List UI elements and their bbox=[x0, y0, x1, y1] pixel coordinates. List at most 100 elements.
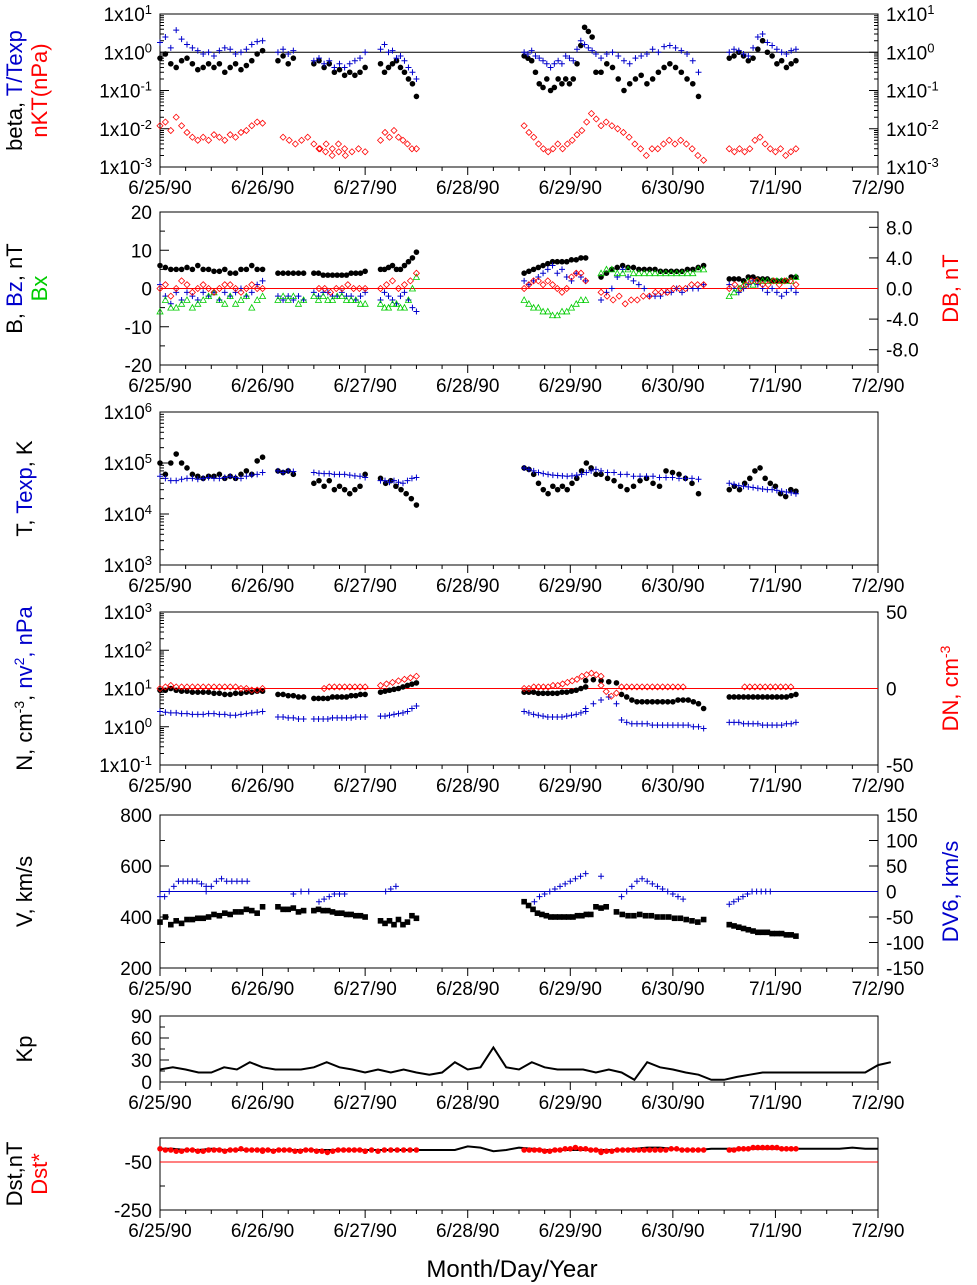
data-point bbox=[397, 52, 404, 59]
data-point bbox=[788, 486, 794, 493]
data-point bbox=[638, 72, 644, 79]
data-point bbox=[311, 695, 317, 702]
x-tick-label: 6/26/90 bbox=[231, 576, 294, 597]
data-point bbox=[178, 36, 185, 43]
data-point bbox=[400, 281, 409, 289]
data-point bbox=[744, 277, 752, 284]
data-point bbox=[292, 1148, 298, 1154]
right-axis-label: DV6, km/s bbox=[938, 841, 963, 942]
data-point bbox=[656, 474, 663, 481]
data-point bbox=[540, 486, 547, 493]
y-tick-label: 1x10-1 bbox=[99, 753, 152, 778]
data-point bbox=[545, 471, 552, 478]
data-point bbox=[248, 686, 256, 694]
data-point bbox=[221, 266, 228, 273]
data-point bbox=[194, 47, 201, 54]
x-tick-label: 6/30/90 bbox=[641, 979, 704, 1000]
data-point bbox=[629, 269, 638, 277]
data-point bbox=[651, 269, 659, 277]
data-point bbox=[570, 57, 577, 64]
data-point bbox=[755, 694, 761, 700]
data-point bbox=[602, 118, 610, 126]
data-point bbox=[326, 477, 333, 484]
data-point bbox=[275, 270, 281, 277]
data-point bbox=[759, 929, 766, 936]
data-point bbox=[536, 1147, 543, 1153]
data-point bbox=[681, 284, 690, 293]
series-line bbox=[159, 1045, 892, 1082]
data-point bbox=[598, 1149, 604, 1156]
data-point bbox=[290, 714, 297, 721]
data-point bbox=[759, 281, 767, 289]
data-point bbox=[549, 258, 556, 265]
data-point bbox=[389, 47, 396, 54]
data-point bbox=[654, 145, 662, 153]
data-point bbox=[167, 709, 174, 716]
data-point bbox=[773, 46, 780, 53]
data-point bbox=[238, 471, 244, 478]
data-point bbox=[238, 690, 244, 697]
data-point bbox=[194, 915, 201, 922]
x-tick-label: 6/29/90 bbox=[539, 979, 602, 1000]
data-point bbox=[558, 288, 566, 296]
data-point bbox=[544, 76, 550, 82]
data-point bbox=[377, 266, 384, 273]
data-point bbox=[157, 262, 163, 269]
data-point bbox=[679, 683, 687, 691]
data-point bbox=[735, 47, 742, 54]
data-point bbox=[232, 690, 239, 697]
data-point bbox=[735, 1146, 742, 1152]
data-point bbox=[189, 471, 196, 478]
data-point bbox=[341, 471, 348, 478]
data-point bbox=[700, 281, 707, 288]
data-point bbox=[597, 672, 605, 680]
data-point bbox=[350, 284, 358, 293]
data-point bbox=[778, 293, 785, 300]
data-point bbox=[162, 475, 169, 482]
data-point bbox=[641, 1147, 648, 1153]
data-point bbox=[172, 284, 180, 293]
data-point bbox=[243, 473, 250, 480]
data-point bbox=[243, 46, 250, 53]
data-point bbox=[630, 264, 637, 271]
data-point bbox=[745, 1146, 752, 1152]
data-point bbox=[598, 55, 605, 62]
data-point bbox=[346, 490, 353, 497]
data-point bbox=[172, 683, 180, 691]
data-point bbox=[592, 115, 600, 123]
data-point bbox=[348, 692, 354, 699]
data-point bbox=[409, 80, 416, 87]
data-point bbox=[544, 260, 551, 267]
data-point bbox=[326, 893, 333, 900]
data-point bbox=[290, 692, 297, 699]
data-point bbox=[362, 914, 368, 920]
data-point bbox=[189, 689, 196, 696]
data-point bbox=[362, 268, 368, 275]
data-point bbox=[341, 151, 349, 160]
data-point bbox=[183, 683, 191, 691]
data-point bbox=[689, 475, 696, 482]
data-point bbox=[338, 292, 346, 300]
data-point bbox=[200, 689, 206, 696]
data-point bbox=[578, 255, 584, 261]
data-point bbox=[742, 281, 750, 289]
data-point bbox=[562, 76, 569, 82]
data-point bbox=[216, 471, 223, 478]
data-point bbox=[608, 265, 616, 273]
data-point bbox=[351, 1147, 358, 1153]
data-point bbox=[769, 278, 775, 284]
series-b bbox=[157, 249, 799, 284]
data-point bbox=[162, 1147, 169, 1153]
data-point bbox=[161, 296, 170, 303]
y-tick-base: 1x10 bbox=[886, 120, 927, 141]
data-point bbox=[788, 720, 795, 727]
data-point bbox=[381, 128, 389, 137]
data-point bbox=[156, 307, 164, 315]
data-point bbox=[759, 1144, 766, 1151]
data-point bbox=[194, 1148, 201, 1154]
data-point bbox=[725, 292, 733, 300]
y-tick-label: 1x102 bbox=[104, 638, 152, 663]
data-point bbox=[253, 296, 261, 303]
data-point bbox=[636, 1147, 642, 1153]
data-point bbox=[310, 292, 318, 300]
